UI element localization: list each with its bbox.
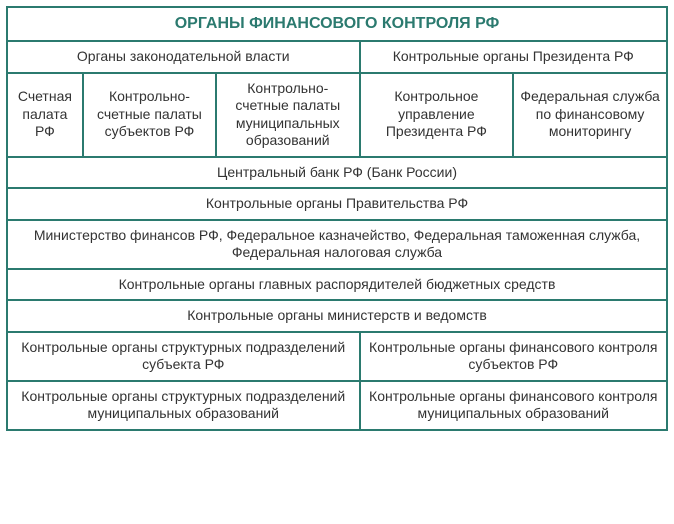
cell-schetnaya-palata: Счетная палата РФ <box>7 73 83 157</box>
table-title: ОРГАНЫ ФИНАНСОВОГО КОНТРОЛЯ РФ <box>7 7 667 41</box>
cell-gov: Контрольные органы Правительства РФ <box>7 188 667 220</box>
cell-fincontrol-subject: Контрольные органы финансового контроля … <box>360 332 667 381</box>
row-cbr: Центральный банк РФ (Банк России) <box>7 157 667 189</box>
cell-ksp-subjects: Контрольно-счетные палаты субъектов РФ <box>83 73 216 157</box>
cell-struct-subject: Контрольные органы структурных подраздел… <box>7 332 360 381</box>
row-subjects: Контрольные органы структурных подраздел… <box>7 332 667 381</box>
row-ministries: Министерство финансов РФ, Федеральное ка… <box>7 220 667 269</box>
row-minved: Контрольные органы министерств и ведомст… <box>7 300 667 332</box>
cell-ministries: Министерство финансов РФ, Федеральное ка… <box>7 220 667 269</box>
header-left: Органы законодательной власти <box>7 41 360 73</box>
row-budget: Контрольные органы главных распорядителе… <box>7 269 667 301</box>
row-municipal: Контрольные органы структурных подраздел… <box>7 381 667 430</box>
cell-control-president: Контрольное управление Президента РФ <box>360 73 514 157</box>
cell-cbr: Центральный банк РФ (Банк России) <box>7 157 667 189</box>
org-table: ОРГАНЫ ФИНАНСОВОГО КОНТРОЛЯ РФ Органы за… <box>6 6 668 431</box>
cell-budget: Контрольные органы главных распорядителе… <box>7 269 667 301</box>
bodies-row: Счетная палата РФ Контрольно-счетные пал… <box>7 73 667 157</box>
cell-struct-municipal: Контрольные органы структурных подраздел… <box>7 381 360 430</box>
cell-fincontrol-municipal: Контрольные органы финансового контроля … <box>360 381 667 430</box>
cell-minved: Контрольные органы министерств и ведомст… <box>7 300 667 332</box>
row-gov: Контрольные органы Правительства РФ <box>7 188 667 220</box>
cell-finmonitoring: Федеральная служба по финансовому монито… <box>513 73 667 157</box>
header-right: Контрольные органы Президента РФ <box>360 41 667 73</box>
header-row: Органы законодательной власти Контрольны… <box>7 41 667 73</box>
title-row: ОРГАНЫ ФИНАНСОВОГО КОНТРОЛЯ РФ <box>7 7 667 41</box>
cell-ksp-municipal: Контрольно-счетные палаты муниципальных … <box>216 73 359 157</box>
